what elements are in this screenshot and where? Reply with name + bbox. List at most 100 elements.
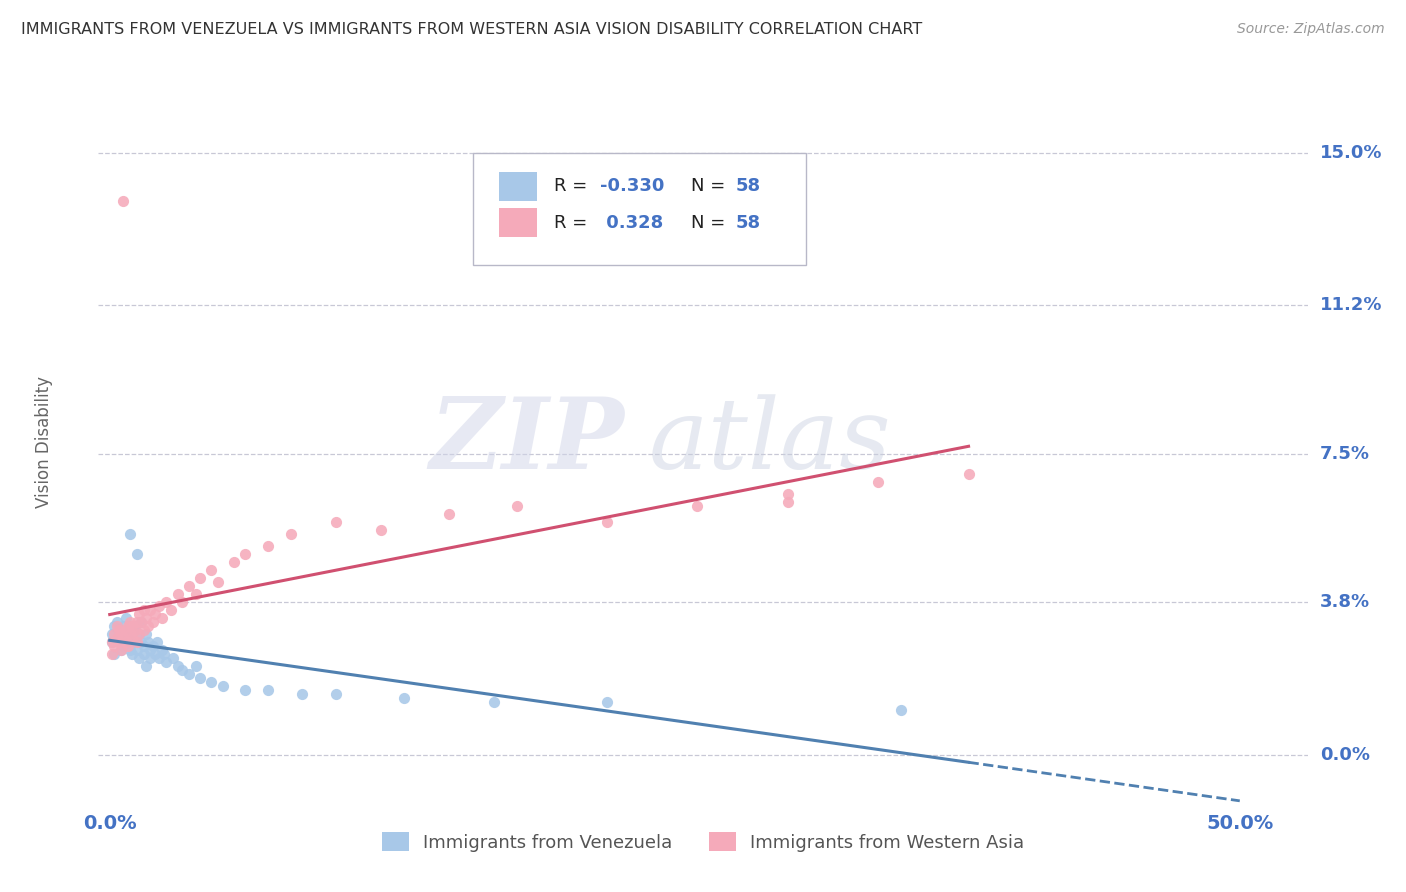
Point	[142, 639, 165, 653]
Point	[131, 615, 153, 630]
Point	[114, 635, 136, 649]
Text: 11.2%: 11.2%	[1320, 296, 1382, 314]
Point	[776, 494, 799, 508]
Point	[291, 687, 314, 701]
Point	[170, 595, 193, 609]
Point	[146, 635, 169, 649]
Point	[136, 619, 159, 633]
Point	[188, 571, 211, 585]
Point	[505, 499, 527, 513]
Point	[686, 499, 709, 513]
Point	[101, 627, 124, 641]
Point	[482, 696, 505, 710]
Text: 58: 58	[735, 213, 761, 232]
Point	[110, 627, 132, 641]
Point	[135, 611, 157, 625]
Point	[121, 619, 143, 633]
Point	[125, 547, 148, 561]
Point	[177, 579, 200, 593]
Point	[112, 619, 135, 633]
Point	[868, 475, 890, 489]
Text: ZIP: ZIP	[429, 393, 624, 490]
Point	[131, 635, 153, 649]
Point	[103, 648, 125, 662]
Point	[125, 635, 148, 649]
Point	[184, 659, 207, 673]
Point	[120, 526, 142, 541]
Point	[776, 487, 799, 501]
Point	[132, 648, 155, 662]
Point	[107, 623, 129, 637]
Point	[107, 635, 129, 649]
Point	[437, 507, 460, 521]
FancyBboxPatch shape	[499, 172, 537, 201]
Point	[143, 648, 166, 662]
Point	[159, 603, 181, 617]
Point	[124, 623, 146, 637]
Point	[114, 623, 136, 637]
Legend: Immigrants from Venezuela, Immigrants from Western Asia: Immigrants from Venezuela, Immigrants fr…	[374, 825, 1032, 859]
Point	[101, 635, 124, 649]
Text: R =: R =	[554, 178, 588, 195]
Text: -0.330: -0.330	[600, 178, 665, 195]
Text: Source: ZipAtlas.com: Source: ZipAtlas.com	[1237, 22, 1385, 37]
Point	[184, 587, 207, 601]
Point	[257, 683, 280, 698]
Point	[117, 635, 139, 649]
Text: 58: 58	[735, 178, 761, 195]
Point	[103, 639, 125, 653]
Text: atlas: atlas	[648, 394, 891, 489]
Point	[128, 627, 150, 641]
Point	[257, 539, 280, 553]
Point	[110, 643, 132, 657]
Point	[139, 643, 162, 657]
Point	[155, 655, 177, 669]
Point	[392, 691, 415, 706]
Point	[596, 515, 619, 529]
Point	[162, 651, 184, 665]
FancyBboxPatch shape	[499, 208, 537, 237]
Point	[170, 664, 193, 678]
Point	[117, 619, 139, 633]
Text: 0.0%: 0.0%	[1320, 746, 1369, 764]
Point	[132, 603, 155, 617]
Point	[148, 651, 170, 665]
Point	[325, 687, 347, 701]
Point	[132, 639, 155, 653]
Point	[112, 632, 135, 646]
FancyBboxPatch shape	[474, 153, 806, 265]
Point	[596, 696, 619, 710]
Point	[890, 703, 912, 717]
Text: 3.8%: 3.8%	[1320, 593, 1369, 611]
Point	[110, 643, 132, 657]
Text: 7.5%: 7.5%	[1320, 444, 1369, 463]
Point	[124, 635, 146, 649]
Point	[148, 599, 170, 614]
Point	[207, 575, 229, 590]
Point	[142, 615, 165, 630]
Point	[125, 615, 148, 630]
Point	[200, 675, 222, 690]
Point	[200, 563, 222, 577]
Point	[105, 615, 128, 630]
Point	[128, 607, 150, 622]
Point	[112, 639, 135, 653]
Point	[132, 623, 155, 637]
Point	[117, 639, 139, 653]
Point	[222, 555, 245, 569]
Point	[120, 615, 142, 630]
Point	[120, 643, 142, 657]
Point	[135, 659, 157, 673]
Point	[105, 632, 128, 646]
Point	[139, 651, 162, 665]
Text: 15.0%: 15.0%	[1320, 144, 1382, 161]
Point	[233, 683, 256, 698]
Point	[128, 627, 150, 641]
Point	[128, 651, 150, 665]
Point	[280, 526, 302, 541]
Point	[105, 619, 128, 633]
Point	[120, 627, 142, 641]
Point	[135, 627, 157, 641]
Point	[117, 623, 139, 637]
Point	[121, 632, 143, 646]
